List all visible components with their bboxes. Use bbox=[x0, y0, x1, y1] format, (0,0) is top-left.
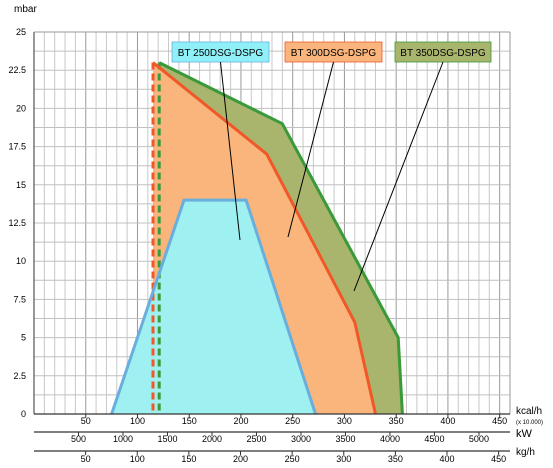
x-tick-label-kcal: 450 bbox=[492, 416, 507, 426]
x-tick-label-kg: 350 bbox=[388, 454, 403, 464]
x-tick-label-kcal: 100 bbox=[130, 416, 145, 426]
x-tick-label-kw: 1500 bbox=[157, 434, 177, 444]
area-bt-250dsg-dspg bbox=[111, 200, 316, 414]
legend-leader-line bbox=[287, 61, 334, 238]
legend-leader-line bbox=[353, 61, 444, 292]
y-tick-label: 17.5 bbox=[8, 142, 26, 152]
x-tick-label-kg: 100 bbox=[130, 454, 145, 464]
y-tick-label: 0 bbox=[21, 409, 26, 419]
x-tick-label-kcal: 400 bbox=[440, 416, 455, 426]
legend-leader-line bbox=[220, 61, 241, 241]
boundary-bt-300dsg-dspg bbox=[152, 61, 377, 415]
x-axis-label-kcal: kcal/h bbox=[516, 406, 542, 417]
x-axis-label-kg: kg/h bbox=[516, 447, 535, 458]
x-tick-label-kw: 2000 bbox=[202, 434, 222, 444]
x-tick-label-kw: 5000 bbox=[469, 434, 489, 444]
y-tick-label: 10 bbox=[16, 256, 26, 266]
x-tick-label-kw: 4000 bbox=[380, 434, 400, 444]
x-tick-label-kw: 1000 bbox=[113, 434, 133, 444]
x-tick-label-kg: 400 bbox=[439, 454, 454, 464]
y-tick-label: 22.5 bbox=[8, 65, 26, 75]
x-tick-label-kw: 3000 bbox=[291, 434, 311, 444]
x-tick-label-kcal: 150 bbox=[182, 416, 197, 426]
legend: BT 250DSG-DSPG BT 300DSG-DSPG BT 350DSG-DS… bbox=[171, 41, 492, 292]
x-tick-label-kw: 3500 bbox=[335, 434, 355, 444]
boundary-bt-350dsg-dspg bbox=[158, 61, 404, 415]
y-tick-label: 20 bbox=[16, 103, 26, 113]
x-tick-label-kcal: 50 bbox=[81, 416, 91, 426]
y-tick-label: 15 bbox=[16, 180, 26, 190]
x-tick-label-kw: 500 bbox=[71, 434, 86, 444]
x-tick-label-kg: 450 bbox=[491, 454, 506, 464]
legend-label: BT 300DSG-DSPG bbox=[291, 48, 377, 59]
x-axis-sublabel-kcal: (x 10.000) bbox=[516, 420, 543, 426]
y-tick-label: 5 bbox=[21, 333, 26, 343]
legend-label: BT 250DSG-DSPG bbox=[178, 48, 264, 59]
boundary-bt-250dsg-dspg bbox=[110, 198, 317, 415]
x-tick-label-kcal: 350 bbox=[389, 416, 404, 426]
x-axis-label-kw: kW bbox=[516, 428, 533, 440]
y-tick-label: 12.5 bbox=[8, 218, 26, 228]
working-areas bbox=[110, 61, 404, 415]
x-tick-label-kcal: 200 bbox=[233, 416, 248, 426]
x-tick-label-kcal: 300 bbox=[337, 416, 352, 426]
y-tick-label: 2.5 bbox=[13, 371, 26, 381]
x-tick-label-kw: 4500 bbox=[424, 434, 444, 444]
x-tick-label-kg: 250 bbox=[285, 454, 300, 464]
y-axis-label: mbar bbox=[14, 4, 37, 15]
y-axis: mbar 0 2.5 5 7.5 10 12.5 15 17.5 20 22.5 25 bbox=[8, 4, 37, 419]
x-tick-label-kg: 200 bbox=[233, 454, 248, 464]
x-axes: 50 100 150 200 250 300 350 400 450 500 1000 1500 200… bbox=[34, 406, 543, 464]
x-tick-label-kw: 2500 bbox=[246, 434, 266, 444]
x-tick-label-kg: 300 bbox=[336, 454, 351, 464]
y-tick-label: 25 bbox=[16, 27, 26, 37]
x-tick-label-kg: 150 bbox=[181, 454, 196, 464]
x-tick-label-kg: 50 bbox=[81, 454, 91, 464]
y-tick-label: 7.5 bbox=[13, 294, 26, 304]
x-tick-label-kcal: 250 bbox=[285, 416, 300, 426]
plot-frame bbox=[33, 31, 511, 414]
legend-label: BT 350DSG-DSPG bbox=[400, 48, 486, 59]
